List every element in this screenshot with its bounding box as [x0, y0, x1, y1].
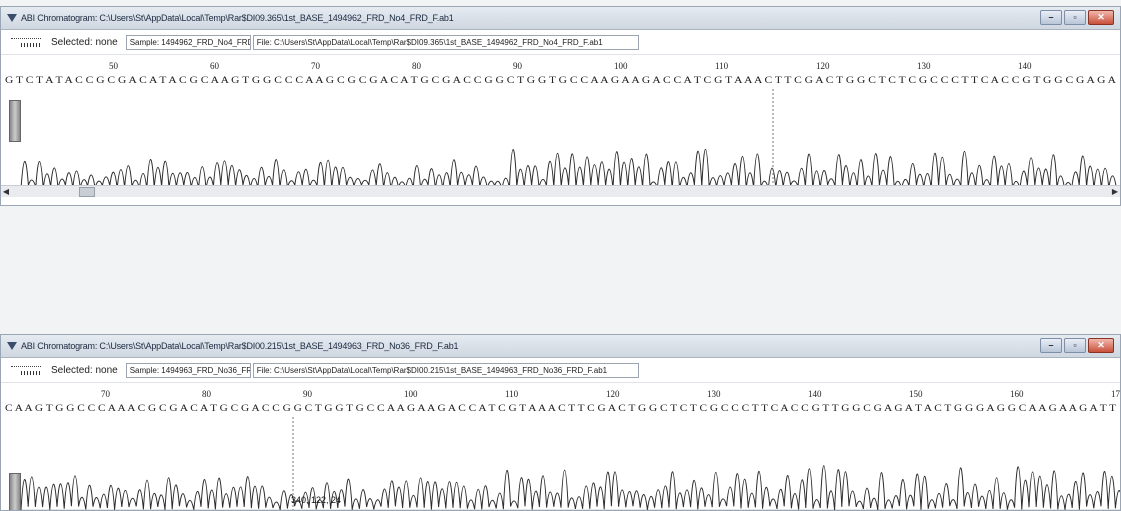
window-title: ABI Chromatogram: C:\Users\St\AppData\Lo…: [21, 341, 459, 351]
position-number: 120: [816, 61, 830, 71]
position-number: 70: [101, 389, 111, 399]
maximize-button[interactable]: ▫: [1064, 10, 1086, 25]
scroll-thumb[interactable]: [79, 187, 95, 197]
position-number: 170: [1111, 389, 1120, 399]
position-number: 110: [505, 389, 519, 399]
position-number: 90: [513, 61, 523, 71]
minimize-button[interactable]: –: [1040, 10, 1062, 25]
close-icon: ✕: [1097, 12, 1105, 22]
file-field: File: C:\Users\St\AppData\Local\Temp\Rar…: [252, 34, 639, 50]
position-number: 80: [412, 61, 422, 71]
base-sequence: G T C T A T A C C G C G A C A T A C G C …: [5, 76, 1116, 86]
position-number: 150: [909, 389, 923, 399]
scroll-right-icon[interactable]: ▶: [1111, 187, 1119, 196]
title-bar[interactable]: ABI Chromatogram: C:\Users\St\AppData\Lo…: [1, 7, 1120, 30]
trace-area[interactable]: 50 60 70 80 90 100 110 120 130 140 G T C T A T A C…: [1, 55, 1120, 195]
chromatogram-window-1: ABI Chromatogram: C:\Users\St\AppData\Lo…: [0, 6, 1121, 206]
chromatogram-trace[interactable]: 50 60 70 80 90 100 110 120 130 140 G T C T A T A C…: [1, 55, 1120, 195]
maximize-icon: ▫: [1073, 340, 1077, 350]
position-number: 130: [707, 389, 721, 399]
minimize-icon: –: [1048, 12, 1054, 22]
app-icon: [7, 341, 17, 351]
intensity-slider[interactable]: [9, 100, 21, 142]
minimize-button[interactable]: –: [1040, 338, 1062, 353]
chromatogram-window-2: ABI Chromatogram: C:\Users\St\AppData\Lo…: [0, 334, 1121, 511]
position-number: 110: [715, 61, 729, 71]
horizontal-scrollbar[interactable]: ◀ ▶: [1, 185, 1120, 197]
maximize-icon: ▫: [1073, 12, 1077, 22]
position-number: 100: [614, 61, 628, 71]
position-number: 90: [303, 389, 313, 399]
chromatogram-trace[interactable]: 70 80 90 100 110 120 130 140 150 160 170 C A A G T …: [1, 383, 1120, 511]
title-bar[interactable]: ABI Chromatogram: C:\Users\St\AppData\Lo…: [1, 335, 1120, 358]
close-button[interactable]: ✕: [1088, 338, 1114, 353]
toolbar: Selected: none Sample: 1494963_FRD_No36_…: [1, 358, 1120, 383]
position-number: 140: [1018, 61, 1032, 71]
close-icon: ✕: [1097, 340, 1105, 350]
position-number: 100: [404, 389, 418, 399]
position-number: 60: [210, 61, 220, 71]
base-sequence: C A A G T G G C C C A A A C G C G A C A …: [5, 404, 1116, 414]
cursor-readout: 340, 122, 24: [291, 495, 342, 505]
zoom-tool-icon[interactable]: [11, 364, 41, 376]
trace-area[interactable]: 70 80 90 100 110 120 130 140 150 160 170 C A A G T …: [1, 383, 1120, 511]
close-button[interactable]: ✕: [1088, 10, 1114, 25]
intensity-slider[interactable]: [9, 473, 21, 510]
position-number: 120: [606, 389, 620, 399]
trace-waveform: [20, 149, 1117, 190]
toolbar: Selected: none Sample: 1494962_FRD_No4_F…: [1, 30, 1120, 55]
position-number: 160: [1010, 389, 1024, 399]
selection-status: Selected: none: [51, 364, 118, 376]
trace-waveform: [20, 465, 1120, 510]
zoom-tool-icon[interactable]: [11, 36, 41, 48]
scroll-left-icon[interactable]: ◀: [2, 187, 10, 196]
selection-status: Selected: none: [51, 36, 118, 48]
minimize-icon: –: [1048, 340, 1054, 350]
window-title: ABI Chromatogram: C:\Users\St\AppData\Lo…: [21, 13, 454, 23]
position-number: 140: [808, 389, 822, 399]
sample-field: Sample: 1494963_FRD_No36_FRD_F: [125, 362, 251, 378]
sample-field: Sample: 1494962_FRD_No4_FRD_F: [125, 34, 251, 50]
position-number: 80: [202, 389, 212, 399]
app-icon: [7, 13, 17, 23]
position-number: 130: [917, 61, 931, 71]
maximize-button[interactable]: ▫: [1064, 338, 1086, 353]
position-number: 50: [109, 61, 119, 71]
position-number: 70: [311, 61, 321, 71]
file-field: File: C:\Users\St\AppData\Local\Temp\Rar…: [252, 362, 639, 378]
